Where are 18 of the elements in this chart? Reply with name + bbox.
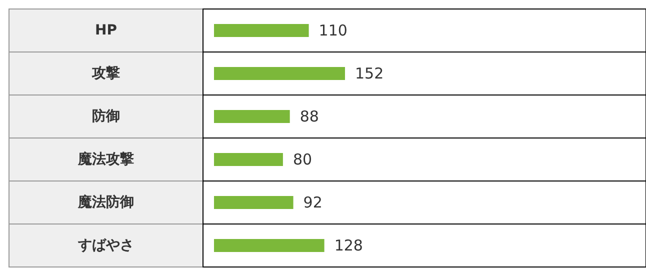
bar bbox=[214, 239, 324, 252]
data-label: 80 bbox=[292, 150, 312, 168]
bar bbox=[214, 153, 283, 166]
bar bbox=[214, 24, 309, 37]
data-label: 128 bbox=[334, 236, 363, 254]
y-tick-label: HP bbox=[95, 22, 117, 38]
y-tick-label: 攻撃 bbox=[91, 66, 120, 82]
y-tick-label: 防御 bbox=[92, 108, 120, 124]
data-label: 110 bbox=[318, 22, 348, 40]
data-label: 88 bbox=[300, 108, 319, 126]
y-tick-label: すばやさ bbox=[77, 238, 134, 254]
data-label: 152 bbox=[355, 64, 384, 82]
bar bbox=[214, 110, 290, 123]
bar bbox=[214, 67, 345, 80]
y-tick-label: 魔法攻撃 bbox=[77, 150, 134, 168]
data-label: 92 bbox=[303, 194, 322, 212]
y-tick-label: 魔法防御 bbox=[77, 194, 134, 210]
bar bbox=[214, 196, 294, 209]
